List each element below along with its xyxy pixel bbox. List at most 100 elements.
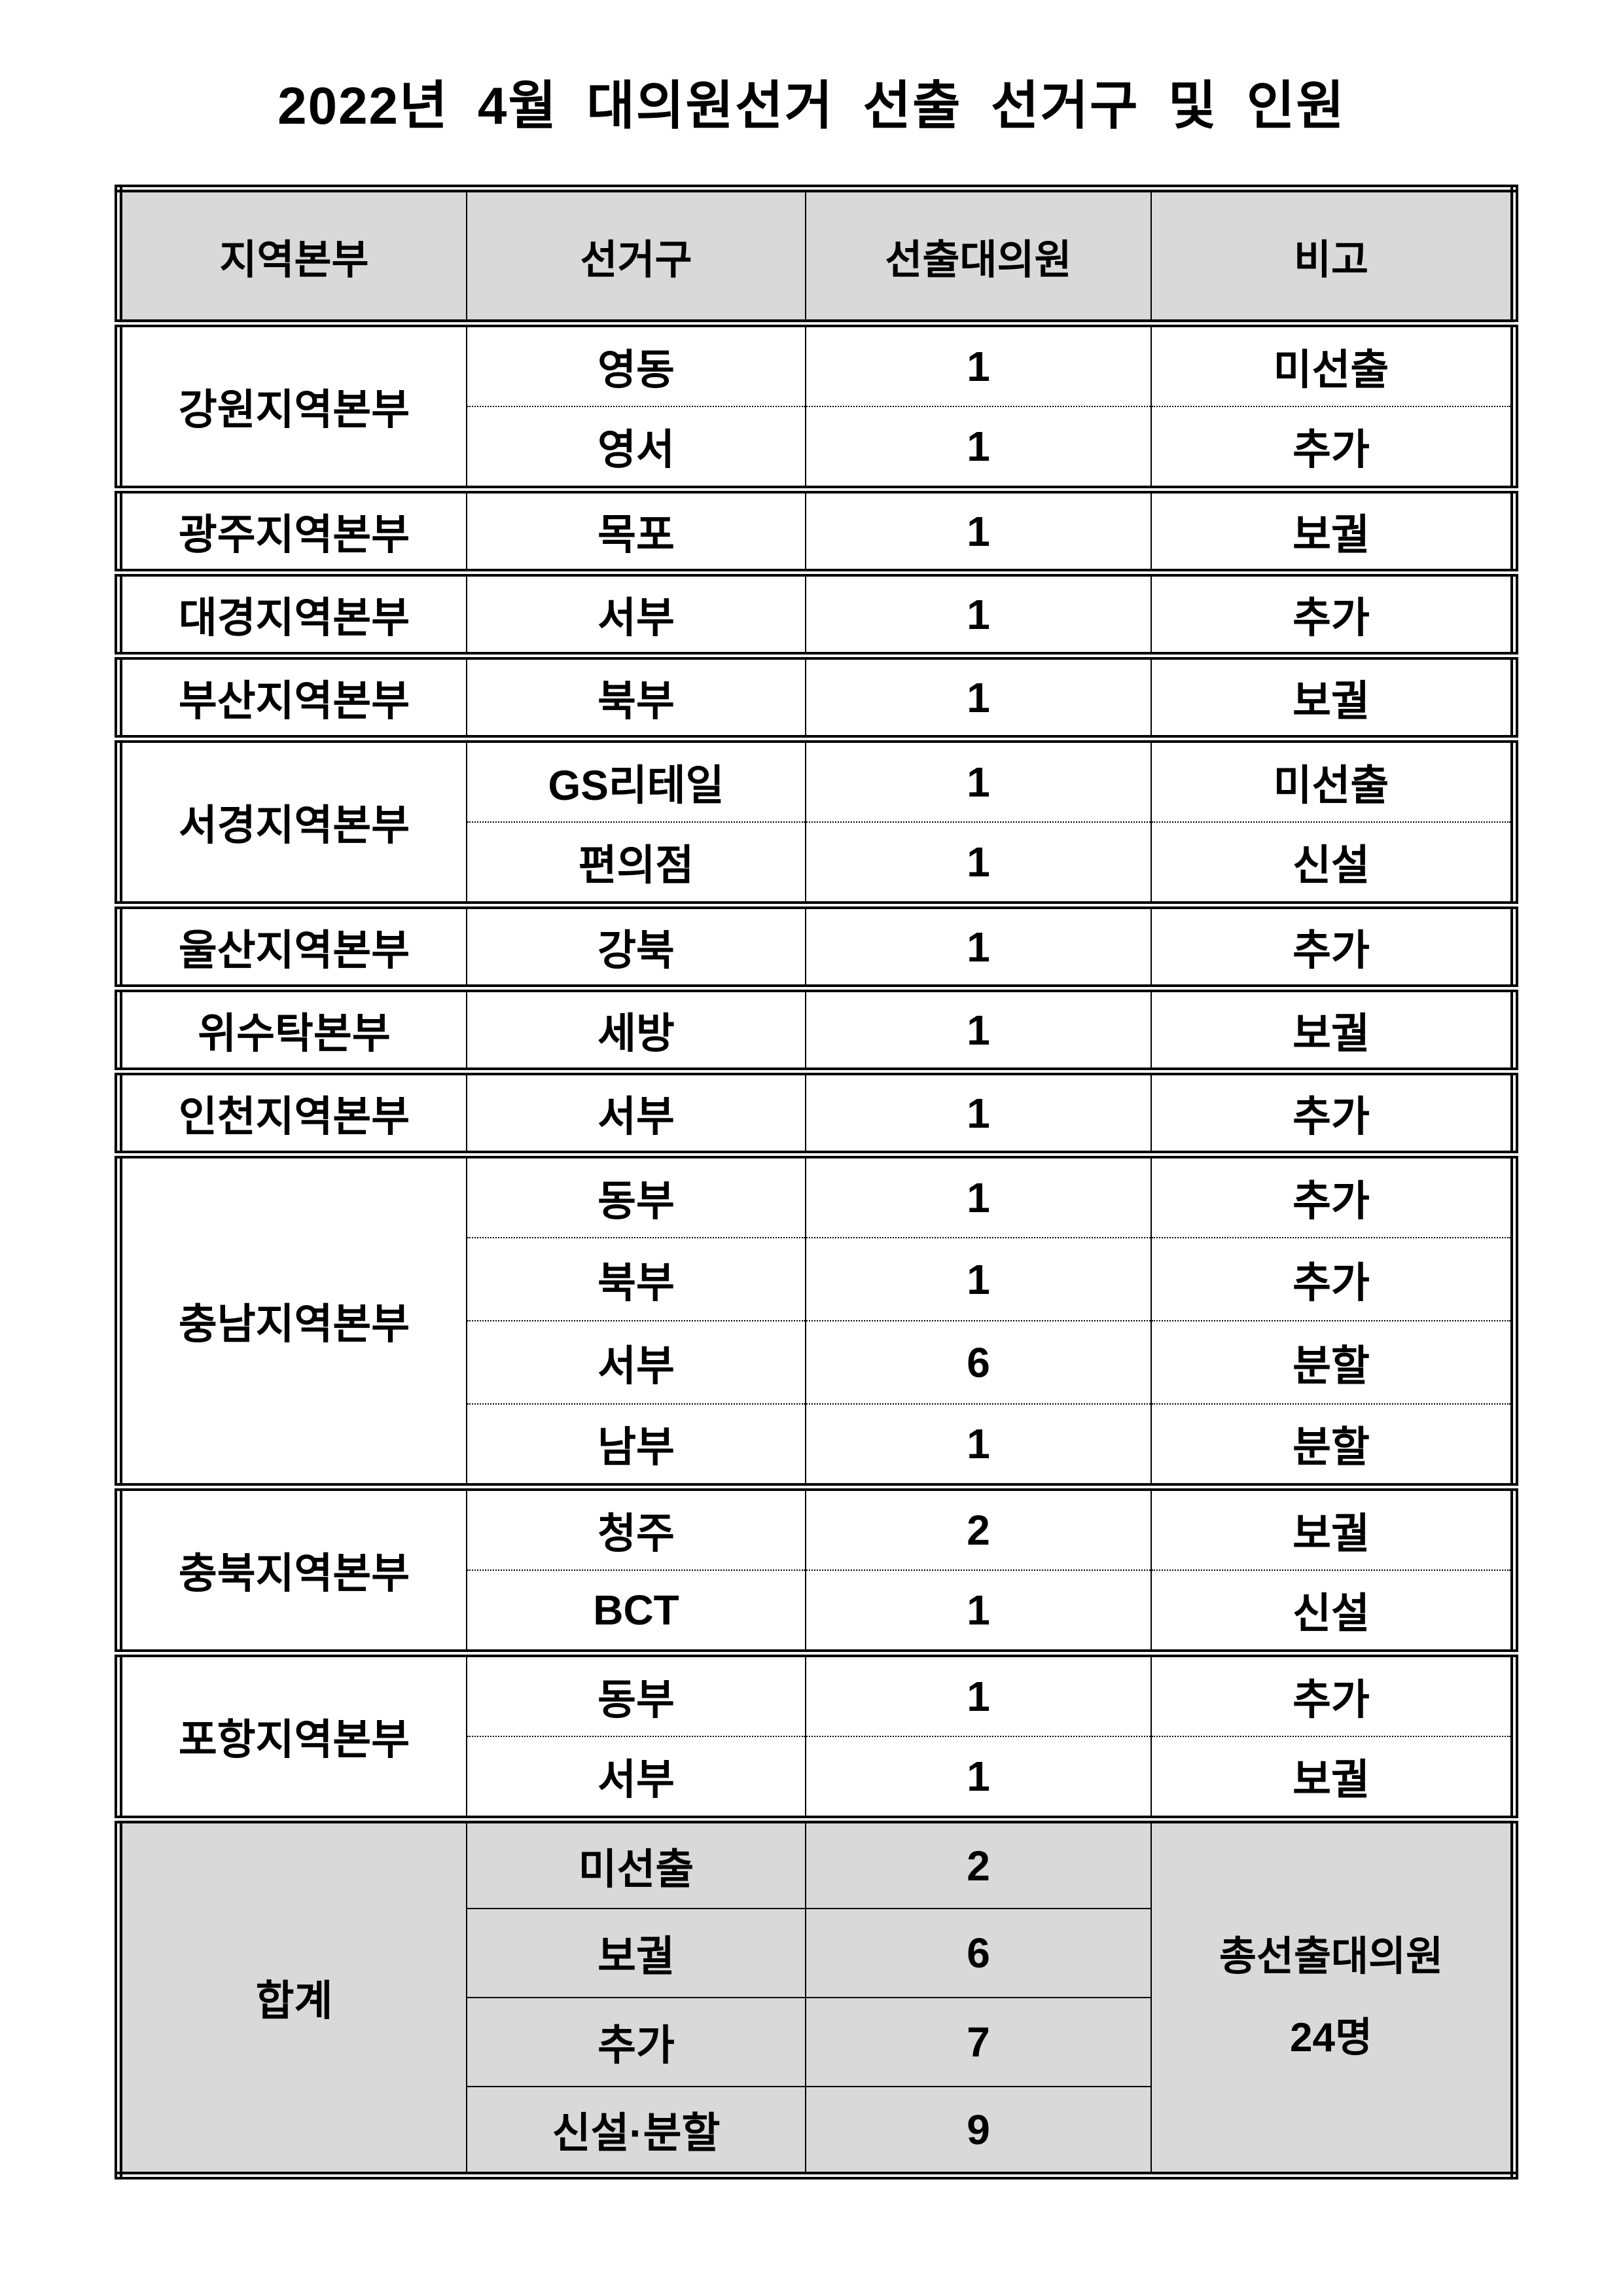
elected-cell: 1 — [805, 406, 1152, 490]
table-row: 남부 1 분할 — [118, 1403, 1515, 1487]
table-row: 충남지역본부 동부 1 추가 — [118, 1151, 1515, 1487]
table-row: 서부 6 분할 — [118, 1320, 1515, 1404]
summary-row: 추가 7 — [118, 1997, 1514, 2087]
delegate-election-table: 지역본부 선거구 선출대의원 비고 강원지역본부 영동 1 미선출 영서 1 추… — [115, 185, 1518, 2179]
summary-category-cell: 추가 — [466, 1997, 806, 2087]
note-cell: 추가 — [1150, 1067, 1515, 1155]
table-row: 포항지역본부 동부 1 추가 — [118, 1649, 1515, 1820]
elected-cell: 1 — [805, 984, 1152, 1071]
table-row: 부산지역본부 북부 1 보궐 — [118, 652, 1515, 739]
district-cell: 목포 — [466, 486, 806, 573]
district-cell: 서부 — [466, 1067, 806, 1155]
elected-cell: 1 — [805, 1151, 1152, 1238]
district-cell: 동부 — [466, 1151, 806, 1238]
table-row: 충북지역본부 청주 2 보궐 — [118, 1483, 1515, 1653]
summary-category-cell: 보궐 — [466, 1908, 806, 1998]
region-cell: 인천지역본부 — [118, 1067, 467, 1155]
district-cell: 편의점 — [466, 821, 806, 905]
summary-note-line1: 총선출대의원 — [1219, 1934, 1444, 1979]
summary-category-cell: 신설·분할 — [466, 2086, 806, 2176]
district-cell: 동부 — [466, 1649, 806, 1736]
note-cell: 추가 — [1150, 1151, 1515, 1238]
note-cell: 미선출 — [1150, 735, 1515, 822]
note-cell: 보궐 — [1150, 652, 1515, 739]
note-cell: 추가 — [1150, 406, 1515, 490]
table-row: 영서 1 추가 — [118, 406, 1515, 490]
region-cell: 대경지역본부 — [118, 569, 467, 656]
elected-cell: 1 — [805, 735, 1152, 822]
district-cell: 북부 — [466, 652, 806, 739]
table-row: 울산지역본부 강북 1 추가 — [118, 901, 1515, 988]
region-cell: 충북지역본부 — [118, 1483, 467, 1653]
elected-cell: 1 — [805, 1736, 1152, 1820]
page-title: 2022년 4월 대의원선거 선출 선거구 및 인원 — [277, 77, 1346, 135]
summary-row: 보궐 6 — [118, 1908, 1514, 1998]
table-row: 서부 1 보궐 — [118, 1736, 1515, 1820]
header-region: 지역본부 — [118, 188, 467, 327]
elected-cell: 2 — [805, 1483, 1152, 1570]
elected-cell: 1 — [805, 486, 1152, 573]
elected-cell: 1 — [805, 319, 1152, 406]
elected-cell: 1 — [805, 569, 1152, 656]
region-cell: 서경지역본부 — [118, 735, 467, 905]
summary-row: 합계 미선출 2 총선출대의원 24명 — [118, 1816, 1515, 2176]
table-row: BCT 1 신설 — [118, 1570, 1515, 1653]
summary-label-cell: 합계 — [118, 1816, 467, 2176]
note-cell: 보궐 — [1150, 1736, 1515, 1820]
district-cell: 남부 — [466, 1403, 806, 1487]
region-cell: 위수탁본부 — [118, 984, 467, 1071]
region-cell: 강원지역본부 — [118, 319, 467, 490]
elected-cell: 1 — [805, 652, 1152, 739]
table-row: 광주지역본부 목포 1 보궐 — [118, 486, 1515, 573]
note-cell: 미선출 — [1150, 319, 1515, 406]
region-cell: 충남지역본부 — [118, 1151, 467, 1487]
district-cell: 청주 — [466, 1483, 806, 1570]
summary-note-line2: 24명 — [1289, 2015, 1372, 2060]
header-row: 지역본부 선거구 선출대의원 비고 — [118, 188, 1515, 327]
elected-cell: 1 — [805, 1403, 1152, 1487]
note-cell: 추가 — [1150, 901, 1515, 988]
district-cell: 서부 — [466, 1736, 806, 1820]
summary-row: 신설·분할 9 — [118, 2086, 1514, 2176]
district-cell: 영서 — [466, 406, 806, 490]
header-district: 선거구 — [466, 188, 806, 327]
note-cell: 추가 — [1150, 1649, 1515, 1736]
table-row: 인천지역본부 서부 1 추가 — [118, 1067, 1515, 1155]
note-cell: 신설 — [1150, 1570, 1515, 1653]
district-cell: 북부 — [466, 1237, 806, 1321]
note-cell: 추가 — [1150, 1237, 1515, 1321]
summary-note-cell: 총선출대의원 24명 — [1150, 1816, 1515, 2176]
table-row: 강원지역본부 영동 1 미선출 — [118, 319, 1515, 490]
elected-cell: 1 — [805, 1570, 1152, 1653]
note-cell: 신설 — [1150, 821, 1515, 905]
summary-count-cell: 6 — [805, 1908, 1152, 1998]
district-cell: 세방 — [466, 984, 806, 1071]
district-cell: 서부 — [466, 1320, 806, 1404]
region-cell: 포항지역본부 — [118, 1649, 467, 1820]
table-row: 편의점 1 신설 — [118, 821, 1515, 905]
elected-cell: 1 — [805, 1649, 1152, 1736]
note-cell: 보궐 — [1150, 1483, 1515, 1570]
table-row: 서경지역본부 GS리테일 1 미선출 — [118, 735, 1515, 905]
header-elected: 선출대의원 — [805, 188, 1152, 327]
district-cell: 강북 — [466, 901, 806, 988]
table-row: 북부 1 추가 — [118, 1237, 1515, 1321]
district-cell: GS리테일 — [466, 735, 806, 822]
region-cell: 울산지역본부 — [118, 901, 467, 988]
note-cell: 분할 — [1150, 1320, 1515, 1404]
header-note: 비고 — [1150, 188, 1515, 327]
region-cell: 광주지역본부 — [118, 486, 467, 573]
elected-cell: 1 — [805, 1237, 1152, 1321]
summary-count-cell: 2 — [805, 1816, 1152, 1909]
note-cell: 추가 — [1150, 569, 1515, 656]
summary-count-cell: 7 — [805, 1997, 1152, 2087]
note-cell: 보궐 — [1150, 486, 1515, 573]
table-row: 대경지역본부 서부 1 추가 — [118, 569, 1515, 656]
elected-cell: 6 — [805, 1320, 1152, 1404]
elected-cell: 1 — [805, 821, 1152, 905]
summary-category-cell: 미선출 — [466, 1816, 806, 1909]
region-cell: 부산지역본부 — [118, 652, 467, 739]
note-cell: 분할 — [1150, 1403, 1515, 1487]
district-cell: 서부 — [466, 569, 806, 656]
